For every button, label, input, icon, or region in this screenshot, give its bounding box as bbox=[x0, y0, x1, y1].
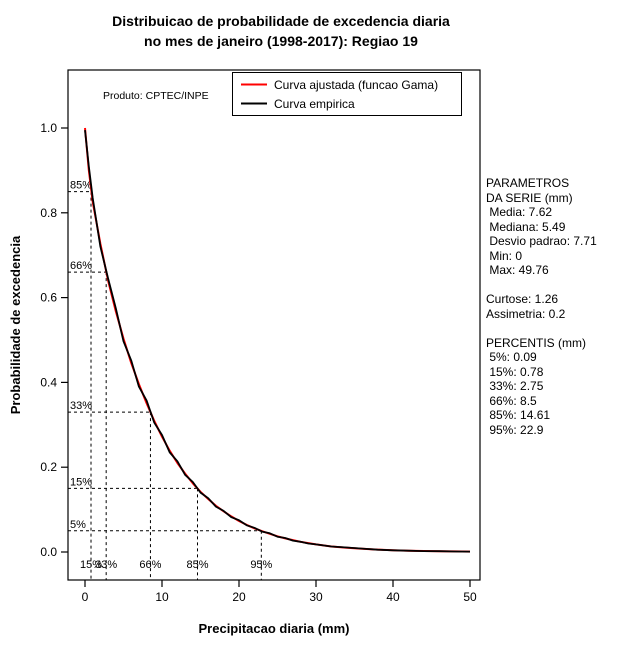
x-tick-label: 50 bbox=[463, 590, 477, 604]
stat-line: Min: 0 bbox=[486, 248, 523, 263]
guide-x-label: 95% bbox=[250, 559, 272, 571]
guide-y-label: 85% bbox=[70, 180, 92, 192]
percentile-guides: 85% 15% 66% 33% 33% 66% 15% 85% 5% 95% bbox=[68, 180, 273, 580]
legend: Curva ajustada (funcao Gama) Curva empir… bbox=[232, 72, 462, 116]
x-tick-label: 0 bbox=[82, 590, 89, 604]
stat-line: 15%: 0.78 bbox=[486, 364, 544, 379]
legend-label-empirical: Curva empirica bbox=[274, 97, 355, 111]
guide-y-label: 66% bbox=[70, 260, 92, 272]
stat-line: PERCENTIS (mm) bbox=[486, 335, 586, 350]
guide-x-label: 66% bbox=[139, 559, 161, 571]
stat-line: 85%: 14.61 bbox=[486, 408, 551, 422]
x-axis-ticks: 0 10 20 30 40 50 bbox=[82, 580, 477, 604]
guide-x-label: 85% bbox=[186, 559, 208, 571]
empirical-curve bbox=[84, 130, 471, 553]
guide-x-label: 15% bbox=[80, 559, 102, 571]
stat-line: 33%: 2.75 bbox=[486, 379, 544, 393]
x-axis-label: Precipitacao diaria (mm) bbox=[199, 621, 350, 636]
stat-line: 95%: 22.9 bbox=[486, 422, 544, 437]
y-tick-label: 0.6 bbox=[40, 291, 57, 305]
guide-x-label: 33% bbox=[95, 559, 117, 571]
x-tick-label: 40 bbox=[386, 590, 400, 604]
guide-y-label: 15% bbox=[70, 476, 92, 488]
y-tick-label: 0.0 bbox=[40, 545, 57, 559]
y-axis-ticks: 0.0 0.2 0.4 0.6 0.8 1.0 bbox=[40, 121, 68, 559]
x-tick-label: 10 bbox=[155, 590, 169, 604]
stat-line: PARAMETROS bbox=[486, 176, 570, 190]
curves bbox=[84, 127, 471, 553]
stat-line: DA SERIE (mm) bbox=[486, 190, 573, 205]
chart-title-line2: no mes de janeiro (1998-2017): Regiao 19 bbox=[144, 33, 418, 49]
legend-label-fitted: Curva ajustada (funcao Gama) bbox=[274, 78, 438, 92]
stat-line: Media: 7.62 bbox=[486, 205, 553, 219]
y-axis-label: Probabilidade de excedencia bbox=[8, 235, 23, 414]
stat-line: 5%: 0.09 bbox=[486, 350, 537, 364]
statistics-panel: PARAMETROS DA SERIE (mm) Media: 7.62 Medi… bbox=[486, 176, 638, 437]
x-tick-label: 30 bbox=[309, 590, 323, 604]
chart-title-line1: Distribuicao de probabilidade de exceden… bbox=[112, 13, 450, 29]
guide-y-label: 33% bbox=[70, 400, 92, 412]
stat-line: Mediana: 5.49 bbox=[486, 219, 566, 234]
stat-line: Desvio padrao: 7.71 bbox=[486, 234, 597, 248]
stat-line: Max: 49.76 bbox=[486, 263, 549, 277]
y-tick-label: 0.4 bbox=[40, 375, 57, 389]
stat-line: Assimetria: 0.2 bbox=[486, 306, 566, 321]
stat-line bbox=[486, 278, 638, 293]
product-watermark: Produto: CPTEC/INPE bbox=[103, 90, 209, 102]
x-tick-label: 20 bbox=[232, 590, 246, 604]
stat-line: Curtose: 1.26 bbox=[486, 292, 559, 306]
guide-y-label: 5% bbox=[70, 519, 86, 531]
y-tick-label: 1.0 bbox=[40, 121, 57, 135]
stat-line bbox=[486, 321, 638, 336]
plot-box bbox=[67, 69, 481, 581]
legend-box bbox=[232, 72, 462, 116]
y-tick-label: 0.2 bbox=[40, 460, 57, 474]
stat-line: 66%: 8.5 bbox=[486, 393, 537, 408]
y-tick-label: 0.8 bbox=[40, 206, 57, 220]
